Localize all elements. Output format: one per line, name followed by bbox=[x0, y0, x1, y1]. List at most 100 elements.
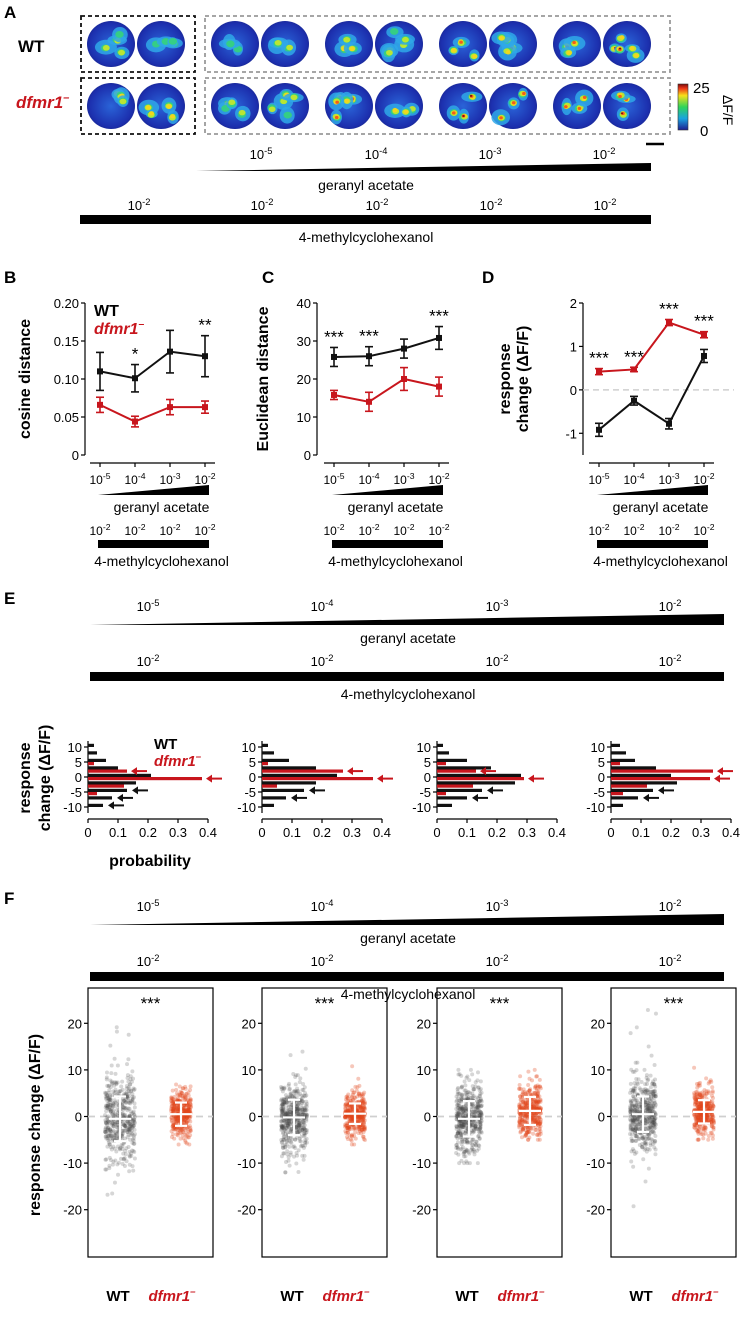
mutant-dot bbox=[692, 1095, 697, 1100]
wt-dot bbox=[458, 1124, 463, 1129]
wt-dot bbox=[285, 1123, 290, 1128]
wt-dot bbox=[300, 1049, 305, 1054]
wt-dot bbox=[128, 1098, 133, 1103]
x-label-mutant: dfmr1– bbox=[322, 1286, 370, 1305]
mutant-dot bbox=[360, 1118, 365, 1123]
mutant-dot bbox=[187, 1098, 192, 1103]
varied-odor-label: geranyl acetate bbox=[348, 499, 444, 515]
mutant-dot bbox=[176, 1142, 181, 1147]
mutant-dot bbox=[710, 1136, 715, 1141]
mutant-dot bbox=[175, 1115, 180, 1120]
wt-dot bbox=[647, 1096, 652, 1101]
wt-dot bbox=[648, 1089, 653, 1094]
mutant-dot bbox=[520, 1117, 525, 1122]
wt-dot bbox=[296, 1089, 301, 1094]
wt-dot bbox=[459, 1107, 464, 1112]
mutant-dot bbox=[343, 1102, 348, 1107]
wt-dot bbox=[463, 1128, 468, 1133]
mutant-dot bbox=[175, 1127, 180, 1132]
mutant-dot bbox=[536, 1115, 541, 1120]
wt-dot bbox=[301, 1110, 306, 1115]
mutant-dot bbox=[188, 1084, 193, 1089]
mutant-dot bbox=[343, 1104, 348, 1109]
wt-dot bbox=[304, 1112, 309, 1117]
mutant-dots bbox=[343, 1064, 367, 1147]
wt-dot bbox=[280, 1105, 285, 1110]
wt-dot bbox=[113, 1113, 118, 1118]
wt-dot bbox=[471, 1087, 476, 1092]
wt-dot bbox=[470, 1130, 475, 1135]
wt-dot bbox=[288, 1092, 293, 1097]
x-label-mutant: dfmr1– bbox=[671, 1286, 719, 1305]
wt-dot bbox=[104, 1090, 109, 1095]
wt-dot bbox=[297, 1100, 302, 1105]
wt-dot bbox=[115, 1063, 120, 1068]
wt-dot bbox=[478, 1110, 483, 1115]
wt-dot bbox=[294, 1101, 299, 1106]
wt-dot bbox=[471, 1109, 476, 1114]
wt-dot bbox=[130, 1125, 135, 1130]
mutant-dot bbox=[357, 1114, 362, 1119]
wt-dot bbox=[116, 1091, 121, 1096]
mutant-dot bbox=[537, 1127, 542, 1132]
mutant-dot bbox=[538, 1098, 543, 1103]
mutant-dot bbox=[185, 1135, 190, 1140]
mutant-dot bbox=[362, 1126, 367, 1131]
wt-dot bbox=[479, 1111, 484, 1116]
mutant-dot bbox=[359, 1131, 364, 1136]
wt-dot bbox=[281, 1134, 286, 1139]
wt-dot bbox=[114, 1136, 119, 1141]
mutant-dot bbox=[357, 1113, 362, 1118]
wt-dot bbox=[455, 1092, 460, 1097]
mutant-dot bbox=[527, 1088, 532, 1093]
wt-dot bbox=[292, 1154, 297, 1159]
mutant-dot bbox=[362, 1106, 367, 1111]
mutant-dot bbox=[351, 1090, 356, 1095]
wt-dot bbox=[455, 1109, 460, 1114]
x-label-wt: WT bbox=[280, 1288, 303, 1305]
wt-dot bbox=[630, 1147, 635, 1152]
wt-dot bbox=[653, 1133, 658, 1138]
wt-dot bbox=[108, 1043, 113, 1048]
mutant-dot bbox=[345, 1125, 350, 1130]
wt-dot bbox=[463, 1129, 468, 1134]
header-varied-conc-3: 10-3 bbox=[486, 898, 509, 914]
wt-dot bbox=[288, 1053, 293, 1058]
wt-arrow-head bbox=[117, 793, 123, 802]
wt-dot bbox=[296, 1123, 301, 1128]
mutant-dot bbox=[169, 1096, 174, 1101]
wt-dot bbox=[123, 1091, 128, 1096]
wt-dot bbox=[294, 1128, 299, 1133]
mutant-dot bbox=[535, 1092, 540, 1097]
mutant-dot bbox=[171, 1120, 176, 1125]
mutant-arrow-head bbox=[480, 767, 486, 776]
wt-dot bbox=[476, 1108, 481, 1113]
header-varied-conc-4: 10-2 bbox=[659, 598, 682, 614]
wt-dot bbox=[109, 1079, 114, 1084]
plot-frame bbox=[261, 987, 388, 1258]
wt-dot bbox=[115, 1080, 120, 1085]
wt-point bbox=[202, 353, 208, 360]
wt-dot bbox=[469, 1114, 474, 1119]
mutant-dot bbox=[523, 1120, 528, 1125]
wt-dot bbox=[471, 1087, 476, 1092]
wt-dot bbox=[472, 1141, 477, 1146]
mutant-dot bbox=[346, 1092, 351, 1097]
mutant-dot bbox=[701, 1136, 706, 1141]
wt-dot bbox=[288, 1128, 293, 1133]
wt-dot bbox=[631, 1086, 636, 1091]
mutant-dot bbox=[537, 1137, 542, 1142]
mutant-dot bbox=[348, 1114, 353, 1119]
wt-dot bbox=[288, 1109, 293, 1114]
wt-dot bbox=[295, 1105, 300, 1110]
mutant-dot bbox=[526, 1129, 531, 1134]
wt-dot bbox=[103, 1118, 108, 1123]
wt-dot bbox=[116, 1089, 121, 1094]
y-tick-label: -5 bbox=[70, 785, 82, 800]
wt-dot bbox=[461, 1136, 466, 1141]
wt-dot bbox=[460, 1092, 465, 1097]
wt-dot bbox=[110, 1138, 115, 1143]
mutant-dot bbox=[536, 1099, 541, 1104]
mutant-dot bbox=[537, 1077, 542, 1082]
wt-dot bbox=[632, 1069, 637, 1074]
